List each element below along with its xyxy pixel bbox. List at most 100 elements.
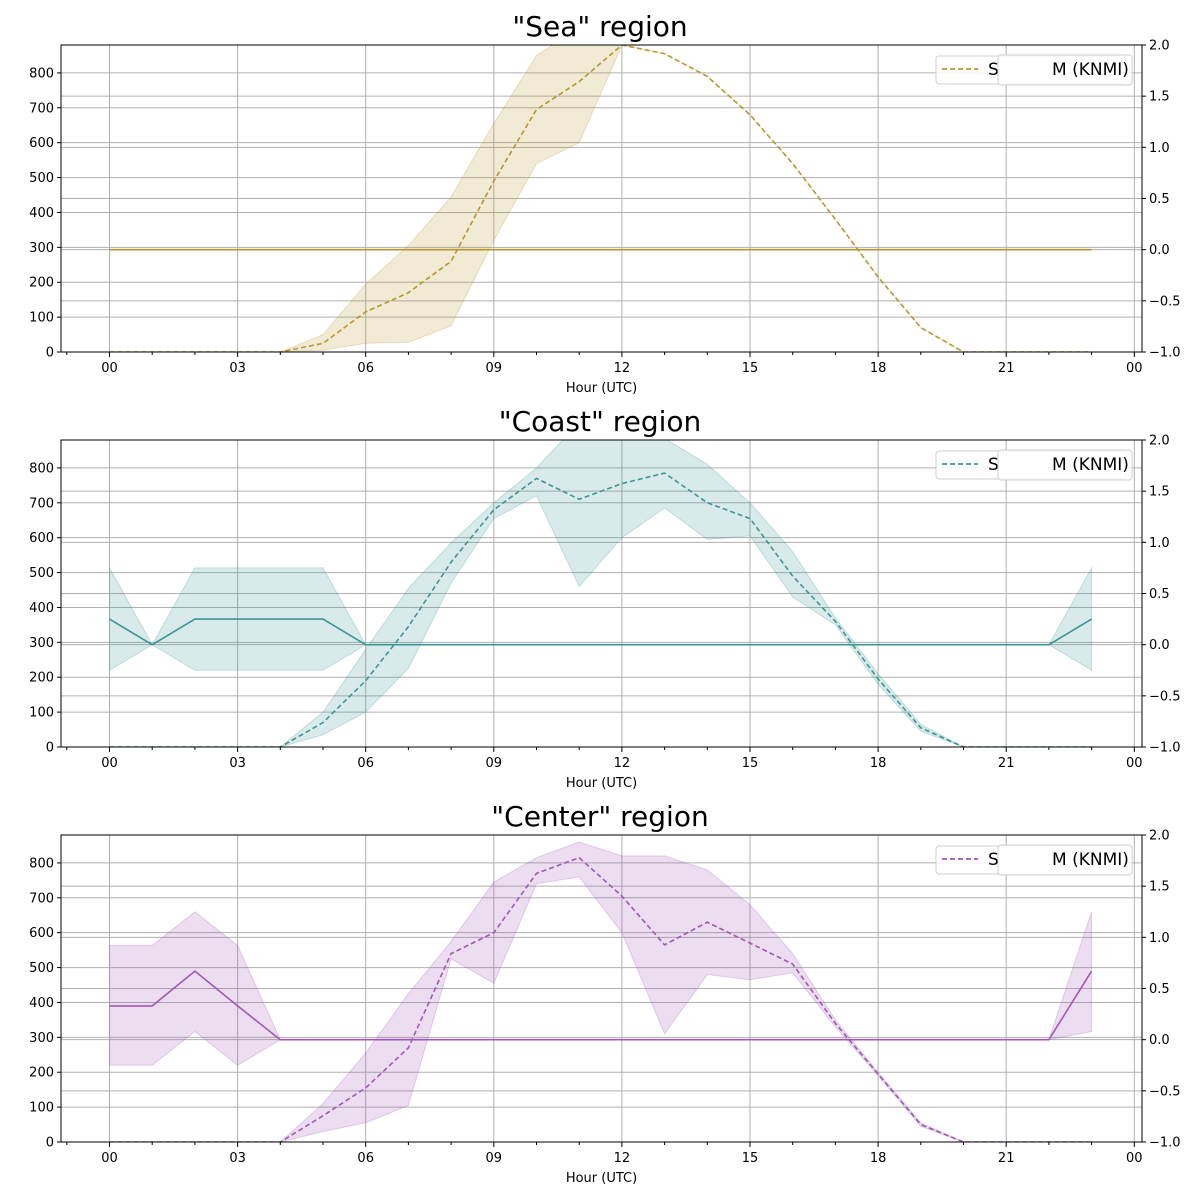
x-tick-label: 18 (870, 361, 887, 376)
y-axis-right: −1.0 −0.5 0.0 0.5 1.0 1.5 2.0 (1142, 434, 1181, 756)
legend-label-dashed: S (988, 60, 999, 80)
y-left-tick-label: 400 (29, 206, 54, 221)
legend-box-solid (997, 844, 1133, 876)
series-1-band (109, 440, 1092, 747)
y-right-tick-label: −0.5 (1149, 294, 1181, 309)
y-right-tick-label: 0.5 (1149, 192, 1170, 207)
y-left-tick-label: 500 (29, 961, 54, 976)
y-left-tick-label: 0 (46, 1136, 54, 1151)
y-right-tick-label: 0.5 (1149, 982, 1170, 997)
x-axis-label: Hour (UTC) (566, 1171, 637, 1186)
x-tick-label: 00 (101, 1151, 118, 1166)
series-1-band (109, 45, 1092, 352)
y-left-tick-label: 600 (29, 136, 54, 151)
x-tick-label: 00 (101, 756, 118, 771)
y-right-tick-label: −0.5 (1149, 689, 1181, 704)
y-axis-right: −1.0 −0.5 0.0 0.5 1.0 1.5 2.0 (1142, 829, 1181, 1151)
y-left-tick-label: 600 (29, 926, 54, 941)
series-1-line (109, 45, 1092, 352)
x-tick-label: 06 (357, 1151, 374, 1166)
x-tick-label: 09 (486, 361, 503, 376)
legend-label-solid: M (KNMI) (1052, 60, 1129, 80)
y-left-tick-label: 200 (29, 276, 54, 291)
series-1-line (109, 856, 1092, 1142)
x-tick-label: 09 (486, 1151, 503, 1166)
x-tick-label: 12 (614, 361, 631, 376)
chart-title: "Coast" region (499, 405, 702, 438)
chart-panel-3: 0 100 200 300 400 500 600 700 800 −1.0 −0.5 0.0 0.5 1… (29, 800, 1180, 1186)
x-tick-label: 06 (357, 361, 374, 376)
y-axis-left: 0 100 200 300 400 500 600 700 800 (29, 856, 61, 1151)
y-left-tick-label: 300 (29, 241, 54, 256)
legend-label-dashed: S (988, 850, 999, 870)
x-tick-label: 15 (742, 361, 759, 376)
x-tick-label: 12 (614, 1151, 631, 1166)
plot-area (109, 841, 1093, 1142)
chart-title: "Center" region (491, 800, 708, 833)
y-right-tick-label: −0.5 (1149, 1084, 1181, 1099)
y-axis-left: 0 100 200 300 400 500 600 700 800 (29, 66, 61, 361)
series-2-line (109, 970, 1093, 1041)
y-left-tick-label: 500 (29, 566, 54, 581)
chart-panel-2: 0 100 200 300 400 500 600 700 800 −1.0 −0.5 0.0 0.5 1… (29, 405, 1180, 791)
legend-box-solid (997, 54, 1133, 86)
y-left-tick-label: 500 (29, 171, 54, 186)
y-left-tick-label: 700 (29, 891, 54, 906)
y-left-tick-label: 800 (29, 66, 54, 81)
y-right-tick-label: 2.0 (1149, 39, 1170, 54)
y-right-tick-label: −1.0 (1149, 346, 1181, 361)
legend-label-dashed: S (988, 455, 999, 475)
y-left-tick-label: 100 (29, 1101, 54, 1116)
plot-area (109, 440, 1093, 747)
x-tick-label: 21 (998, 1151, 1015, 1166)
y-left-tick-label: 300 (29, 636, 54, 651)
legend-label-solid: M (KNMI) (1052, 455, 1129, 475)
x-tick-label: 00 (1126, 1151, 1143, 1166)
y-right-tick-label: 0.0 (1149, 243, 1170, 258)
y-left-tick-label: 800 (29, 461, 54, 476)
y-right-tick-label: 0.0 (1149, 638, 1170, 653)
y-axis-left: 0 100 200 300 400 500 600 700 800 (29, 461, 61, 756)
y-left-tick-label: 0 (46, 741, 54, 756)
legend-label-solid: M (KNMI) (1052, 850, 1129, 870)
x-tick-label: 21 (998, 756, 1015, 771)
x-tick-label: 18 (870, 1151, 887, 1166)
y-left-tick-label: 100 (29, 311, 54, 326)
y-right-tick-label: 1.5 (1149, 485, 1170, 500)
y-left-tick-label: 400 (29, 996, 54, 1011)
x-tick-label: 09 (486, 756, 503, 771)
y-axis-right: −1.0 −0.5 0.0 0.5 1.0 1.5 2.0 (1142, 39, 1181, 361)
y-left-tick-label: 200 (29, 1066, 54, 1081)
chart-panel-1: 0 100 200 300 400 500 600 700 800 −1.0 −0.5 0.0 0.5 1… (29, 10, 1180, 396)
x-tick-label: 21 (998, 361, 1015, 376)
y-right-tick-label: −1.0 (1149, 741, 1181, 756)
y-left-tick-label: 800 (29, 856, 54, 871)
x-tick-label: 15 (742, 1151, 759, 1166)
x-axis-label: Hour (UTC) (566, 776, 637, 791)
x-tick-label: 03 (229, 361, 246, 376)
x-tick-label: 12 (614, 756, 631, 771)
x-tick-label: 03 (229, 756, 246, 771)
y-right-tick-label: 1.0 (1149, 931, 1170, 946)
y-left-tick-label: 300 (29, 1031, 54, 1046)
y-left-tick-label: 700 (29, 496, 54, 511)
x-tick-label: 00 (1126, 361, 1143, 376)
y-right-tick-label: 2.0 (1149, 434, 1170, 449)
chart-title: "Sea" region (512, 10, 687, 43)
y-left-tick-label: 100 (29, 706, 54, 721)
legend-box-solid (997, 449, 1133, 481)
y-left-tick-label: 0 (46, 346, 54, 361)
y-right-tick-label: 0.5 (1149, 587, 1170, 602)
x-tick-label: 06 (357, 756, 374, 771)
series-1-band (109, 841, 1092, 1142)
series-2-line (109, 618, 1093, 646)
x-tick-label: 15 (742, 756, 759, 771)
y-right-tick-label: 1.5 (1149, 90, 1170, 105)
y-right-tick-label: 1.5 (1149, 880, 1170, 895)
y-right-tick-label: 1.0 (1149, 536, 1170, 551)
x-tick-label: 00 (1126, 756, 1143, 771)
x-tick-label: 03 (229, 1151, 246, 1166)
x-tick-label: 18 (870, 756, 887, 771)
